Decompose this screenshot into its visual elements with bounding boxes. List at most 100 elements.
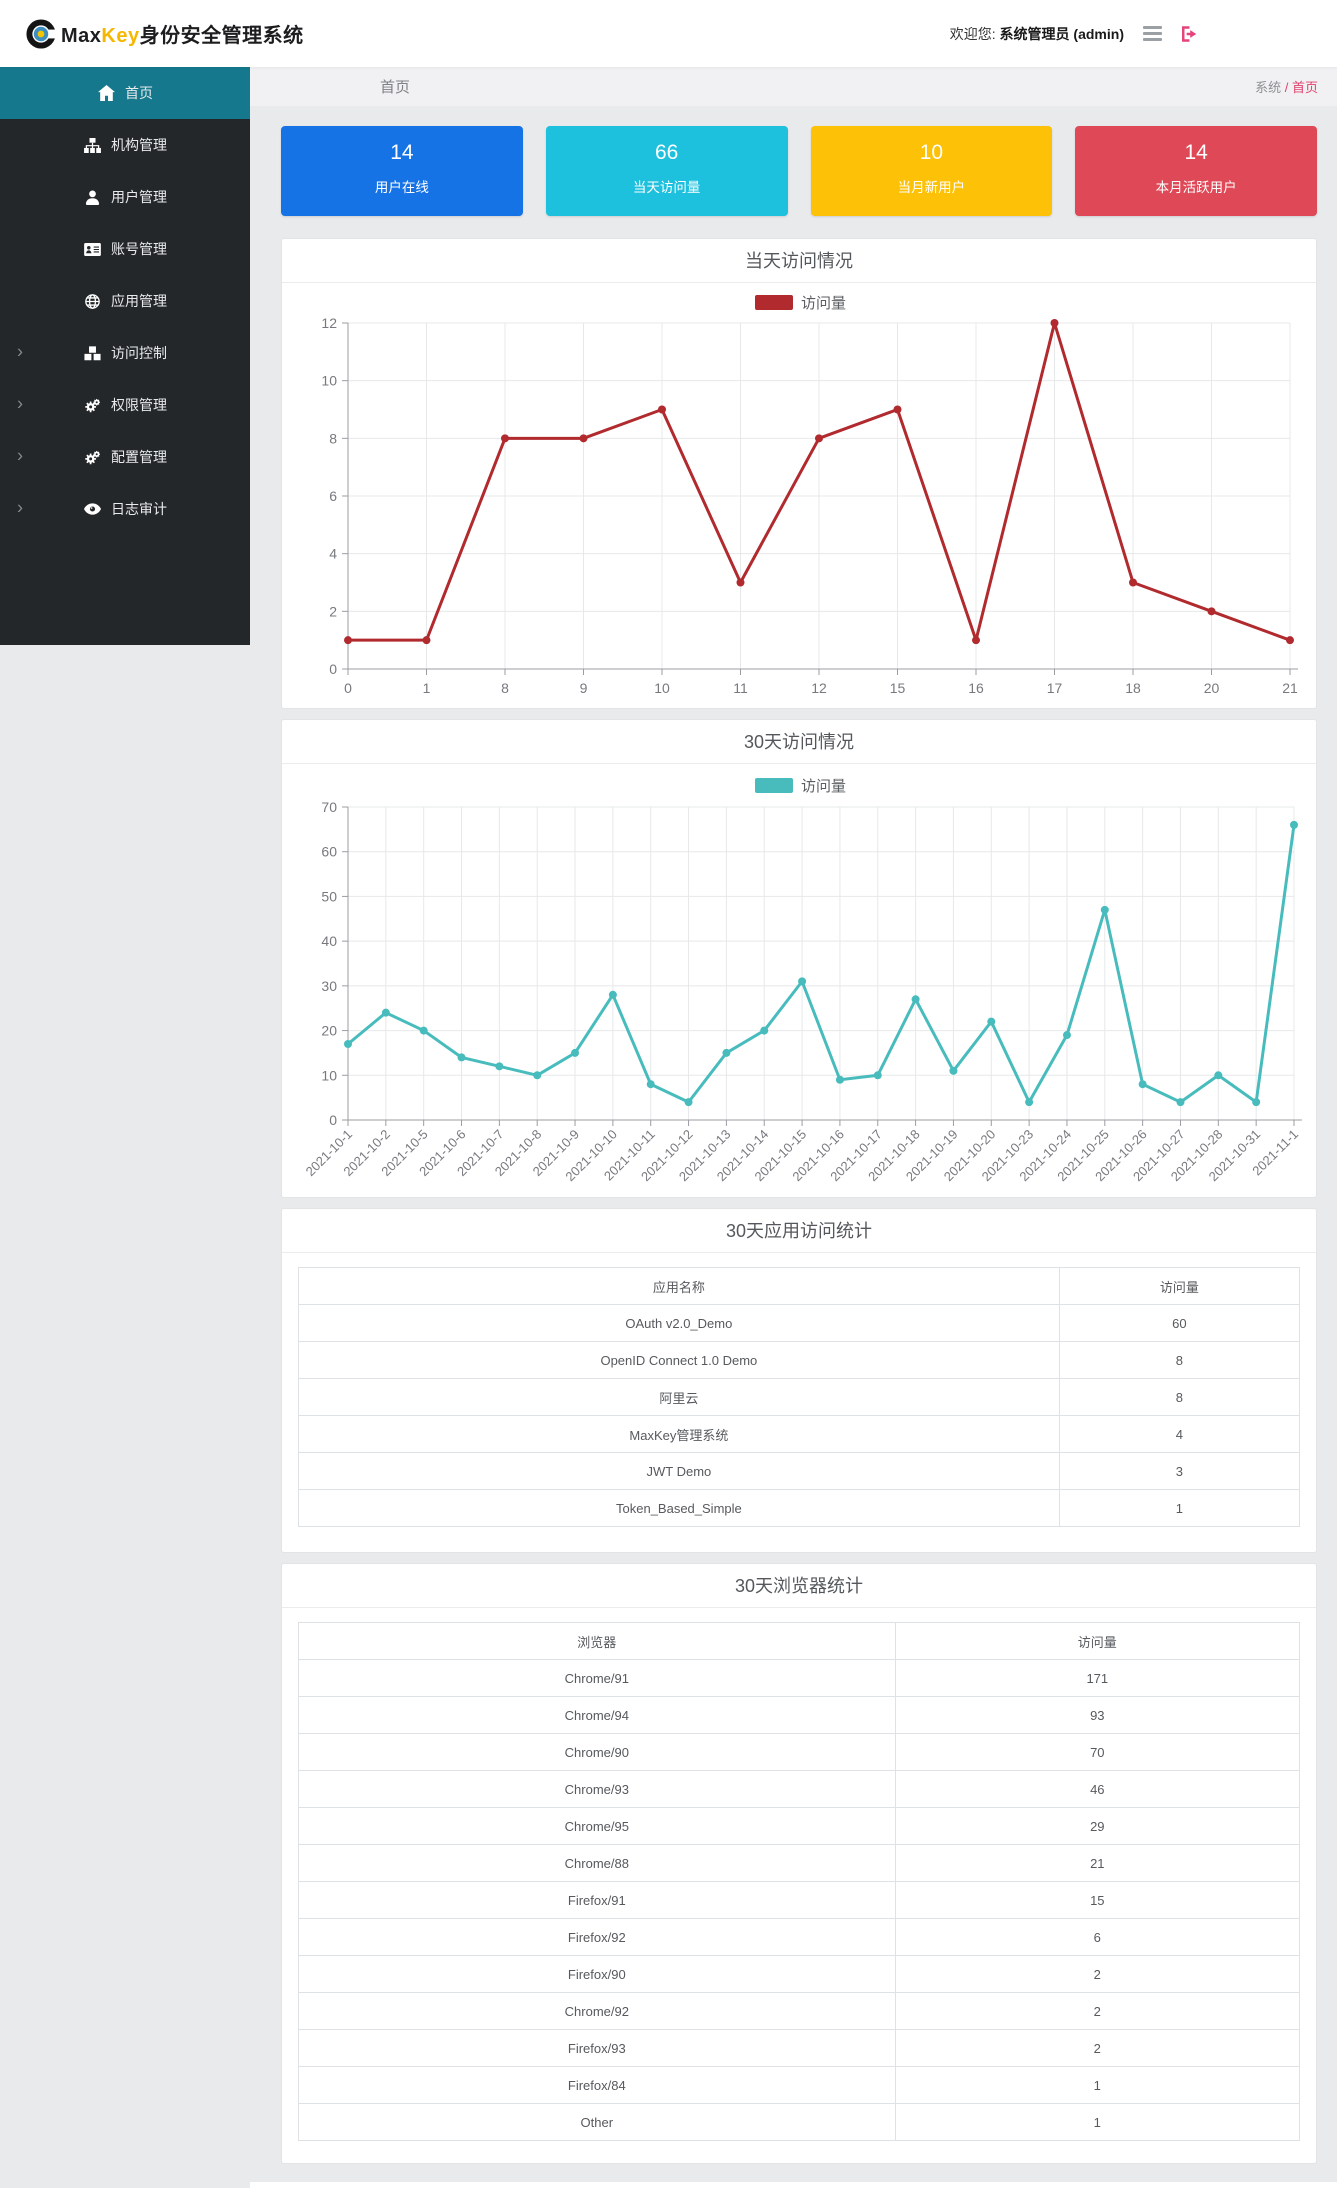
sidebar-item-configuration[interactable]: › 配置管理 xyxy=(0,431,250,483)
sidebar-item-applications[interactable]: 应用管理 xyxy=(0,275,250,327)
svg-text:21: 21 xyxy=(1282,680,1298,696)
sidebar-item-accounts[interactable]: 账号管理 xyxy=(0,223,250,275)
stat-card-label: 用户在线 xyxy=(374,180,429,195)
table-cell: Chrome/92 xyxy=(298,1992,896,2030)
table-header-row: 应用名称 访问量 xyxy=(298,1267,1301,1305)
table-row: Chrome/88 21 xyxy=(298,1844,1301,1882)
app-visits-table: 应用名称 访问量 OAuth v2.0_Demo 60 OpenID Connect 1… xyxy=(298,1267,1301,1527)
table-cell: Firefox/92 xyxy=(298,1918,896,1956)
table-cell: 阿里云 xyxy=(298,1378,1060,1416)
table-cell: Chrome/88 xyxy=(298,1844,896,1882)
svg-text:0: 0 xyxy=(329,661,337,677)
svg-text:访问量: 访问量 xyxy=(801,778,846,795)
table-cell: JWT Demo xyxy=(298,1452,1060,1490)
table-cell: 29 xyxy=(894,1807,1301,1845)
stat-card-value: 10 xyxy=(919,141,944,164)
chevron-right-icon: › xyxy=(17,445,23,466)
table-row: Chrome/92 2 xyxy=(298,1992,1301,2030)
svg-text:8: 8 xyxy=(329,430,337,446)
table-cell: 4 xyxy=(1058,1415,1301,1453)
main-area: 首页 系统 / 首页 14 用户在线 66 当天访问量 10 当月新用户 14 本月活跃用户 … xyxy=(250,67,1337,2164)
maxkey-logo-icon xyxy=(26,18,56,49)
logout-icon[interactable] xyxy=(1181,25,1199,42)
stat-cards: 14 用户在线 66 当天访问量 10 当月新用户 14 本月活跃用户 xyxy=(281,126,1317,216)
sidebar-item-label: 应用管理 xyxy=(111,293,167,309)
table-row: Chrome/93 46 xyxy=(298,1770,1301,1808)
svg-text:10: 10 xyxy=(321,1067,337,1083)
breadcrumb-separator: / xyxy=(1284,80,1289,95)
table-header-cell: 浏览器 xyxy=(298,1622,896,1660)
table-cell: 15 xyxy=(894,1881,1301,1919)
eye-icon xyxy=(83,503,102,515)
stat-card-2[interactable]: 10 当月新用户 xyxy=(810,126,1053,216)
svg-text:6: 6 xyxy=(329,488,337,504)
panel-30day-visits: 30天访问情况 0 10 20 30 40 50 60 70 2021-10-1 2021-10-… xyxy=(281,719,1317,1198)
table-cell: Chrome/91 xyxy=(298,1659,896,1697)
table-row: OpenID Connect 1.0 Demo 8 xyxy=(298,1341,1301,1379)
chevron-right-icon: › xyxy=(17,497,23,518)
svg-text:20: 20 xyxy=(321,1023,337,1039)
sidebar-item-users[interactable]: 用户管理 xyxy=(0,171,250,223)
svg-text:11: 11 xyxy=(733,680,748,696)
sidebar-item-label: 访问控制 xyxy=(111,345,167,361)
table-cell: Other xyxy=(298,2103,896,2141)
idcard-icon xyxy=(83,242,102,256)
table-cell: Firefox/91 xyxy=(298,1881,896,1919)
table-row: 阿里云 8 xyxy=(298,1378,1301,1416)
table-row: JWT Demo 3 xyxy=(298,1452,1301,1490)
table-cell: 93 xyxy=(894,1696,1301,1734)
page-title: 首页 xyxy=(380,79,411,96)
sidebar-item-label: 用户管理 xyxy=(111,189,167,205)
table-row: Chrome/94 93 xyxy=(298,1696,1301,1734)
svg-text:2: 2 xyxy=(329,603,337,619)
table-row: Other 1 xyxy=(298,2103,1301,2141)
sidebar-item-label: 账号管理 xyxy=(111,241,167,257)
sidebar-menu: 首页 机构管理 用户管理 账号管理 应用管理 › 访问控制 › 权限管理 › 配置管理 › 日志审计 xyxy=(0,67,250,535)
table-cell: Firefox/93 xyxy=(298,2029,896,2067)
table-row: Firefox/93 2 xyxy=(298,2029,1301,2067)
svg-text:8: 8 xyxy=(501,680,509,696)
table-cell: 21 xyxy=(894,1844,1301,1882)
svg-text:4: 4 xyxy=(329,546,337,562)
breadcrumb: 首页 系统 / 首页 xyxy=(250,67,1337,106)
stat-card-0[interactable]: 14 用户在线 xyxy=(281,126,523,216)
app-header: MaxKey身份安全管理系统 欢迎您: 系统管理员 (admin) xyxy=(0,0,1337,67)
table-row: OAuth v2.0_Demo 60 xyxy=(298,1304,1301,1342)
svg-text:17: 17 xyxy=(1047,680,1063,696)
table-cell: 2 xyxy=(894,1992,1301,2030)
sidebar-item-organizations[interactable]: 机构管理 xyxy=(0,119,250,171)
stat-card-1[interactable]: 66 当天访问量 xyxy=(545,126,788,216)
table-cell: 1 xyxy=(894,2066,1301,2104)
table-cell: 70 xyxy=(894,1733,1301,1771)
table-cell: Chrome/94 xyxy=(298,1696,896,1734)
table-cell: 46 xyxy=(894,1770,1301,1808)
sidebar-item-permissions[interactable]: › 权限管理 xyxy=(0,379,250,431)
table-row: Chrome/90 70 xyxy=(298,1733,1301,1771)
menu-toggle-icon[interactable] xyxy=(1140,23,1165,44)
table-cell: Token_Based_Simple xyxy=(298,1489,1060,1527)
sidebar-item-audit-log[interactable]: › 日志审计 xyxy=(0,483,250,535)
breadcrumb-current[interactable]: 首页 xyxy=(1291,80,1318,95)
table-cell: 171 xyxy=(894,1659,1301,1697)
stat-card-value: 14 xyxy=(1184,141,1208,164)
sitemap-icon xyxy=(83,137,102,153)
stat-card-label: 当月新用户 xyxy=(897,180,966,195)
svg-text:9: 9 xyxy=(580,680,588,696)
breadcrumb-root[interactable]: 系统 xyxy=(1255,80,1282,95)
svg-text:18: 18 xyxy=(1125,680,1141,696)
panel-browser-stats: 30天浏览器统计 浏览器 访问量 Chrome/91 171 Chrome/94 93 Ch… xyxy=(281,1563,1317,2164)
stat-card-3[interactable]: 14 本月活跃用户 xyxy=(1075,126,1317,216)
table-row: Firefox/90 2 xyxy=(298,1955,1301,1993)
svg-text:30: 30 xyxy=(321,978,337,994)
sidebar-item-home[interactable]: 首页 xyxy=(0,67,250,119)
table-cell: 6 xyxy=(894,1918,1301,1956)
table-header-cell: 应用名称 xyxy=(298,1267,1060,1305)
table-header-row: 浏览器 访问量 xyxy=(298,1622,1301,1660)
table-row: Firefox/84 1 xyxy=(298,2066,1301,2104)
brand-title: MaxKey身份安全管理系统 xyxy=(61,25,304,47)
sidebar-item-access-control[interactable]: › 访问控制 xyxy=(0,327,250,379)
table-header-cell: 访问量 xyxy=(1058,1267,1301,1305)
cubes-icon xyxy=(83,345,102,361)
sidebar-item-label: 机构管理 xyxy=(111,137,167,153)
